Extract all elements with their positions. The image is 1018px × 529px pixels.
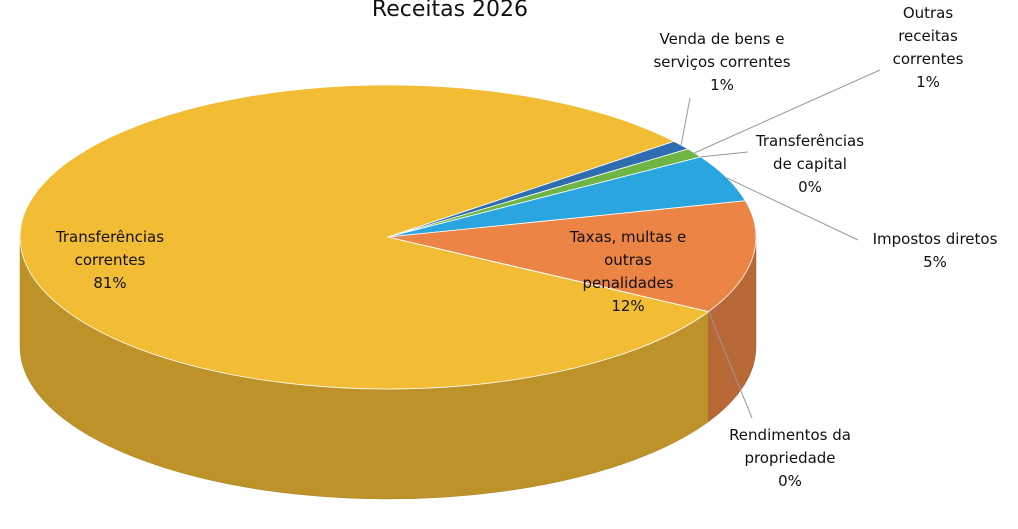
- value-label: 0%: [778, 472, 802, 490]
- slice-label: Rendimentos da propriedade 0%: [729, 426, 851, 490]
- category-label: Outras receitas correntes: [893, 4, 964, 68]
- category-label: Transferências correntes: [55, 228, 164, 269]
- category-label: Rendimentos da propriedade: [729, 426, 851, 467]
- label-line: correntes: [75, 251, 146, 269]
- slice-label: Outras receitas correntes 1%: [893, 4, 964, 91]
- category-label: Venda de bens e serviços correntes: [653, 30, 790, 71]
- label-line: Outras: [903, 4, 954, 22]
- value-label: 5%: [923, 253, 947, 271]
- label-line: Transferências: [755, 132, 864, 150]
- label-line: penalidades: [582, 274, 673, 292]
- label-line: Venda de bens e: [660, 30, 785, 48]
- chart-title: Receitas 2026: [372, 0, 528, 22]
- label-line: Taxas, multas e: [569, 228, 686, 246]
- label-line: propriedade: [744, 449, 835, 467]
- slice-label: Taxas, multas e outras penalidades 12%: [569, 228, 686, 315]
- category-label: Taxas, multas e outras penalidades: [569, 228, 686, 292]
- value-label: 1%: [710, 76, 734, 94]
- leader-line: [708, 311, 753, 419]
- category-label: Impostos diretos: [873, 230, 998, 248]
- slice-label: Impostos diretos 5%: [873, 230, 998, 271]
- label-line: de capital: [773, 155, 847, 173]
- leader-line: [680, 97, 691, 146]
- slice-label: Transferências de capital 0%: [755, 132, 864, 196]
- leader-line: [700, 151, 749, 158]
- value-label: 12%: [611, 297, 644, 315]
- category-label: Transferências de capital: [755, 132, 864, 173]
- label-line: Impostos diretos: [873, 230, 998, 248]
- leader-line: [727, 177, 859, 241]
- label-line: Transferências: [55, 228, 164, 246]
- label-line: correntes: [893, 50, 964, 68]
- label-line: serviços correntes: [653, 53, 790, 71]
- slice: [387, 200, 757, 313]
- value-label: 1%: [916, 73, 940, 91]
- leader-line: [694, 69, 881, 154]
- label-line: receitas: [898, 27, 958, 45]
- pie-top: [19, 84, 757, 390]
- label-line: outras: [604, 251, 652, 269]
- slice: [19, 84, 710, 390]
- label-line: Rendimentos da: [729, 426, 851, 444]
- value-label: 81%: [93, 274, 126, 292]
- slice-label: Venda de bens e serviços correntes 1%: [653, 30, 790, 94]
- value-label: 0%: [798, 178, 822, 196]
- slice-label: Transferências correntes 81%: [55, 228, 164, 292]
